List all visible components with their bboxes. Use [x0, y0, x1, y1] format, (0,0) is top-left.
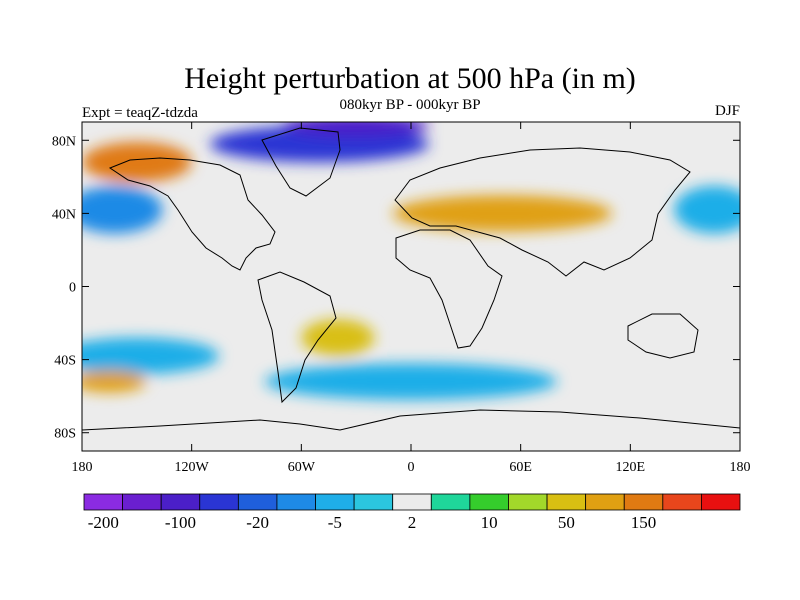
- colorbar-swatch: [122, 493, 162, 511]
- figure-title: Height perturbation at 500 hPa (in m): [184, 62, 636, 95]
- colorbar-label: -20: [246, 513, 269, 532]
- colorbar-label: -5: [328, 513, 342, 532]
- lat-tick-label: 80S: [54, 427, 76, 442]
- colorbar-label: 50: [558, 513, 575, 532]
- colorbar-label: 150: [631, 513, 657, 532]
- colorbar-swatch: [623, 493, 664, 511]
- lat-tick-label: 80N: [52, 134, 76, 149]
- lat-tick-label: 40N: [52, 207, 76, 222]
- field-blob-5: [82, 142, 192, 183]
- colorbar-swatch: [276, 493, 316, 511]
- center-label: 080kyr BP - 000kyr BP: [339, 97, 480, 113]
- lon-tick-label: 0: [408, 460, 415, 475]
- colorbar-label: -100: [165, 513, 196, 532]
- lat-tick-label: 0: [69, 281, 76, 296]
- field-blob-6: [82, 337, 220, 375]
- field-blob-3: [283, 122, 430, 137]
- left-label: Expt = teaqZ-tdzda: [82, 105, 198, 121]
- colorbar-swatch: [199, 493, 239, 511]
- longitude-axis: 180 120W 60W 0 60E 120E 180: [72, 122, 751, 475]
- colorbar: -200 -100 -20 -5 2 10 50 150: [83, 493, 741, 532]
- map-panel: [82, 122, 740, 451]
- colorbar-swatch: [546, 493, 587, 511]
- lat-tick-label: 40S: [54, 354, 76, 369]
- colorbar-swatch: [83, 493, 123, 511]
- colorbar-swatch: [160, 493, 201, 511]
- colorbar-label: 10: [481, 513, 498, 532]
- field-blob-8: [301, 319, 375, 356]
- field-blob-0: [82, 185, 163, 234]
- colorbar-swatch: [315, 493, 355, 511]
- colorbar-swatch: [508, 493, 548, 511]
- field-blob-4: [392, 195, 613, 232]
- field-blob-1: [674, 185, 740, 234]
- colorbar-swatch: [701, 493, 741, 511]
- colorbar-label: -200: [88, 513, 119, 532]
- colorbar-swatch: [585, 493, 625, 511]
- lon-tick-label: 60E: [509, 460, 532, 475]
- colorbar-swatch: [237, 493, 278, 511]
- right-label: DJF: [715, 103, 740, 119]
- colorbar-label: 2: [408, 513, 417, 532]
- lon-tick-label: 180: [72, 460, 93, 475]
- coastlines: [82, 127, 740, 431]
- colorbar-swatch: [353, 493, 394, 511]
- colorbar-swatch: [662, 493, 702, 511]
- lon-tick-label: 60W: [288, 460, 316, 475]
- lon-tick-label: 120W: [175, 460, 210, 475]
- field-blob-7: [264, 363, 558, 400]
- lon-tick-label: 120E: [616, 460, 646, 475]
- colorbar-swatch: [469, 493, 509, 511]
- field-blob-9: [82, 370, 146, 393]
- lon-tick-label: 180: [730, 460, 751, 475]
- colorbar-swatch: [392, 493, 432, 511]
- contour-fill: [82, 122, 740, 400]
- colorbar-swatch: [430, 493, 471, 511]
- latitude-axis: 80N 40N 0 40S 80S: [52, 134, 740, 442]
